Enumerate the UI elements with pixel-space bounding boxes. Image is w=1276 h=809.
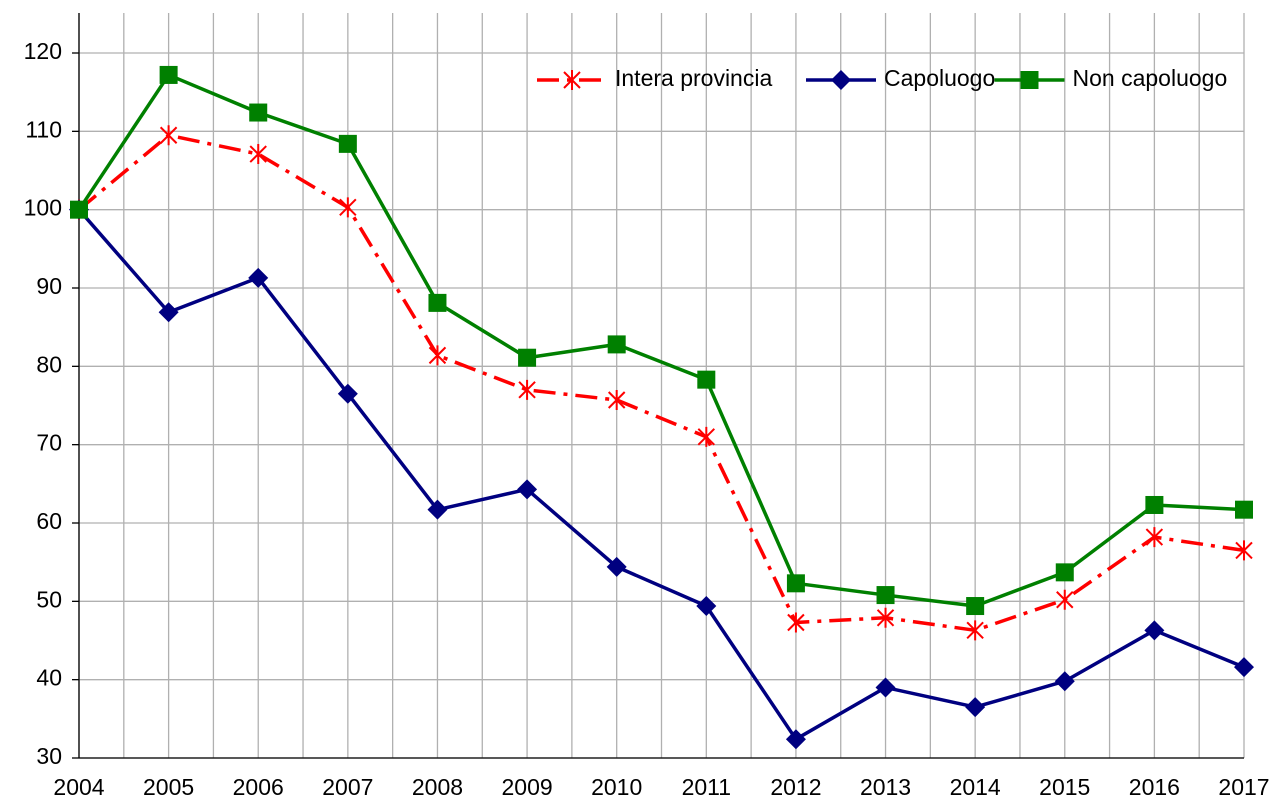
marker bbox=[607, 390, 626, 411]
marker bbox=[1056, 589, 1074, 610]
marker bbox=[563, 70, 581, 90]
marker bbox=[518, 348, 537, 367]
marker bbox=[696, 596, 717, 617]
marker bbox=[966, 620, 984, 641]
marker bbox=[517, 479, 538, 500]
marker bbox=[158, 302, 179, 323]
y-tick-label: 60 bbox=[36, 508, 62, 534]
x-tick-label: 2015 bbox=[1039, 774, 1090, 800]
marker bbox=[249, 144, 267, 165]
series-line bbox=[77, 208, 1245, 741]
marker bbox=[428, 293, 447, 312]
marker bbox=[249, 103, 268, 122]
legend-label: Capoluogo bbox=[884, 65, 995, 91]
x-tick-label: 2004 bbox=[53, 774, 104, 800]
y-tick-label: 30 bbox=[36, 743, 62, 769]
marker bbox=[1055, 563, 1074, 582]
marker bbox=[1145, 527, 1164, 548]
marker bbox=[339, 197, 357, 218]
legend-label: Intera provincia bbox=[615, 65, 772, 91]
marker bbox=[159, 125, 178, 146]
legend-label: Non capoluogo bbox=[1073, 65, 1228, 91]
marker bbox=[1145, 495, 1164, 514]
marker bbox=[1235, 500, 1253, 519]
x-tick-label: 2005 bbox=[143, 774, 194, 800]
y-tick-label: 50 bbox=[36, 586, 62, 612]
y-tick-label: 110 bbox=[25, 116, 62, 142]
y-tick-label: 40 bbox=[36, 665, 62, 691]
marker bbox=[876, 607, 895, 628]
marker bbox=[785, 729, 806, 750]
y-tick-label: 80 bbox=[36, 351, 62, 377]
marker bbox=[875, 677, 896, 698]
marker bbox=[248, 267, 269, 288]
series-line bbox=[77, 73, 1245, 608]
marker bbox=[1020, 71, 1039, 89]
marker bbox=[606, 556, 627, 577]
marker bbox=[337, 383, 358, 404]
marker bbox=[1144, 620, 1165, 641]
marker bbox=[1235, 540, 1253, 561]
x-tick-label: 2012 bbox=[770, 774, 821, 800]
marker bbox=[1054, 671, 1075, 692]
x-tick-label: 2006 bbox=[233, 774, 284, 800]
x-tick-label: 2016 bbox=[1129, 774, 1180, 800]
x-tick-label: 2007 bbox=[322, 774, 373, 800]
marker bbox=[697, 370, 716, 389]
marker bbox=[876, 586, 895, 605]
marker bbox=[1234, 657, 1254, 678]
x-tick-label: 2013 bbox=[860, 774, 911, 800]
marker bbox=[787, 612, 805, 633]
x-tick-label: 2010 bbox=[591, 774, 642, 800]
x-tick-label: 2008 bbox=[412, 774, 463, 800]
x-tick-label: 2009 bbox=[501, 774, 552, 800]
marker bbox=[697, 426, 716, 447]
series-line bbox=[77, 133, 1245, 633]
y-tick-label: 90 bbox=[36, 273, 62, 299]
y-tick-label: 120 bbox=[24, 38, 62, 64]
marker bbox=[518, 379, 536, 400]
y-tick-label: 70 bbox=[36, 430, 62, 456]
x-tick-label: 2014 bbox=[950, 774, 1001, 800]
marker bbox=[607, 335, 626, 354]
x-tick-label: 2017 bbox=[1218, 774, 1269, 800]
marker bbox=[427, 499, 448, 520]
marker bbox=[831, 70, 851, 90]
marker bbox=[966, 597, 985, 616]
marker bbox=[159, 65, 178, 84]
y-tick-label: 100 bbox=[24, 195, 62, 221]
marker bbox=[428, 345, 447, 366]
marker bbox=[786, 574, 805, 593]
marker bbox=[338, 134, 357, 153]
marker bbox=[965, 697, 986, 718]
x-tick-label: 2011 bbox=[682, 774, 731, 800]
marker bbox=[70, 200, 88, 219]
